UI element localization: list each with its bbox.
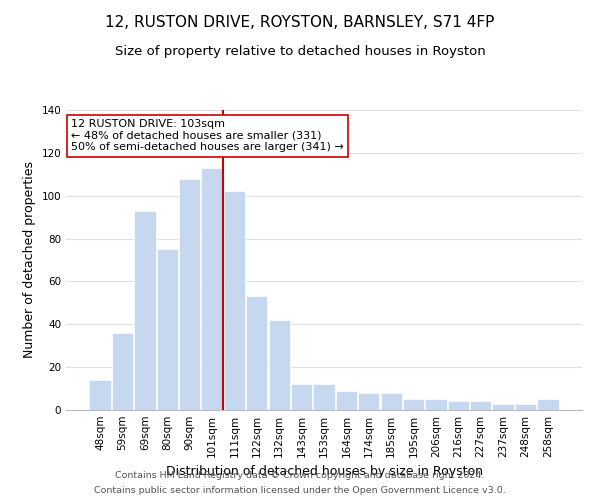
Bar bbox=[112, 333, 133, 410]
Bar bbox=[89, 380, 111, 410]
Bar bbox=[425, 400, 446, 410]
Bar bbox=[246, 296, 268, 410]
Bar bbox=[224, 192, 245, 410]
Bar bbox=[470, 402, 491, 410]
Bar bbox=[515, 404, 536, 410]
Text: Size of property relative to detached houses in Royston: Size of property relative to detached ho… bbox=[115, 45, 485, 58]
Bar bbox=[291, 384, 312, 410]
Text: Contains HM Land Registry data © Crown copyright and database right 2024.: Contains HM Land Registry data © Crown c… bbox=[115, 471, 485, 480]
Bar bbox=[448, 402, 469, 410]
Bar bbox=[358, 393, 379, 410]
Bar bbox=[269, 320, 290, 410]
Bar bbox=[134, 210, 155, 410]
X-axis label: Distribution of detached houses by size in Royston: Distribution of detached houses by size … bbox=[166, 466, 482, 478]
Bar bbox=[380, 393, 402, 410]
Text: Contains public sector information licensed under the Open Government Licence v3: Contains public sector information licen… bbox=[94, 486, 506, 495]
Bar bbox=[157, 250, 178, 410]
Y-axis label: Number of detached properties: Number of detached properties bbox=[23, 162, 36, 358]
Bar bbox=[336, 390, 357, 410]
Bar bbox=[179, 178, 200, 410]
Bar bbox=[403, 400, 424, 410]
Text: 12 RUSTON DRIVE: 103sqm
← 48% of detached houses are smaller (331)
50% of semi-d: 12 RUSTON DRIVE: 103sqm ← 48% of detache… bbox=[71, 119, 344, 152]
Bar bbox=[537, 400, 559, 410]
Text: 12, RUSTON DRIVE, ROYSTON, BARNSLEY, S71 4FP: 12, RUSTON DRIVE, ROYSTON, BARNSLEY, S71… bbox=[106, 15, 494, 30]
Bar bbox=[202, 168, 223, 410]
Bar bbox=[493, 404, 514, 410]
Bar bbox=[313, 384, 335, 410]
